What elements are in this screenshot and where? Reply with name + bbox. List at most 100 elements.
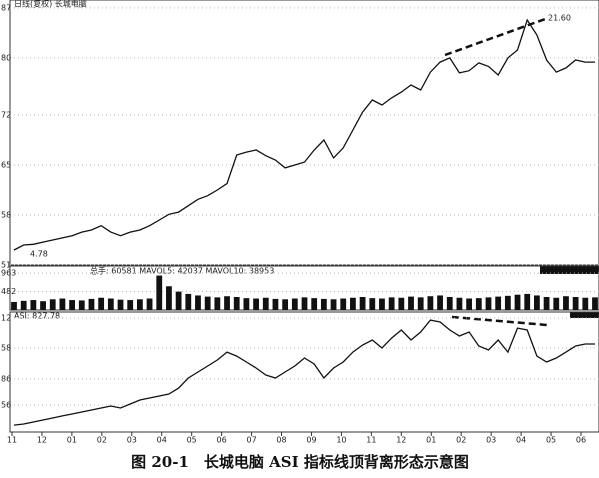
x-tick-label: 03 — [127, 436, 137, 445]
x-tick-label: 11 — [7, 436, 17, 445]
x-tick-label: 05 — [546, 436, 556, 445]
volume-bar — [175, 291, 182, 310]
x-tick-label: 06 — [576, 436, 586, 445]
volume-bar — [301, 297, 308, 310]
volume-bar — [11, 301, 17, 310]
volume-bar — [166, 286, 172, 310]
volume-bar — [514, 294, 521, 310]
volume-bar — [272, 298, 279, 310]
volume-bar — [311, 298, 318, 310]
volume-bar — [195, 295, 201, 310]
x-tick-label: 12 — [37, 436, 47, 445]
volume-bar — [456, 297, 463, 310]
volume-bar — [214, 297, 221, 310]
volume-bar — [340, 298, 347, 310]
legend-box — [570, 312, 599, 318]
volume-bar — [350, 297, 356, 310]
volume-bar — [398, 297, 405, 310]
volume-bar — [243, 298, 250, 310]
volume-bar — [107, 298, 114, 310]
volume-bar — [127, 300, 134, 310]
volume-bar — [282, 299, 289, 310]
annotation: 4.78 — [30, 250, 48, 259]
volume-bar — [417, 297, 424, 310]
chart-header: 日线(复权) 长城电脑 — [14, 0, 87, 9]
volume-bar — [204, 296, 211, 310]
divergence-line — [451, 315, 548, 327]
volume-bar — [233, 296, 240, 310]
volume-bar — [78, 300, 85, 310]
y-tick-label: 86 — [1, 374, 11, 383]
x-tick-label: 10 — [336, 436, 346, 445]
volume-bar — [330, 299, 337, 310]
volume-bar — [475, 298, 482, 310]
volume-bar — [592, 297, 598, 310]
legend-box — [540, 266, 599, 274]
x-tick-label: 09 — [306, 436, 316, 445]
volume-bar — [553, 297, 560, 310]
volume-bar — [40, 301, 46, 310]
volume-bar — [495, 296, 502, 310]
asi-header: ASI: 827.78 — [14, 312, 60, 321]
volume-bar — [98, 297, 105, 310]
volume-bar — [146, 298, 153, 310]
x-tick-label: 04 — [157, 436, 167, 445]
price-line — [13, 319, 595, 426]
volume-bar — [582, 297, 589, 310]
x-tick-label: 01 — [426, 436, 436, 445]
volume-bar — [253, 298, 259, 310]
annotation: 21.60 — [548, 14, 571, 23]
volume-bar — [524, 293, 531, 310]
x-tick-label: 02 — [456, 436, 466, 445]
volume-bar — [485, 297, 492, 310]
volume-bar — [572, 296, 579, 310]
volume-bar — [446, 296, 453, 310]
x-tick-label: 03 — [486, 436, 496, 445]
volume-bar — [427, 296, 434, 310]
volume-bar — [359, 296, 366, 310]
volume-bar — [20, 300, 27, 310]
y-tick-label: 58 — [1, 211, 11, 220]
x-tick-label: 07 — [246, 436, 256, 445]
volume-bar — [437, 295, 443, 310]
volume-bar — [30, 300, 37, 310]
volume-bar — [534, 295, 540, 310]
y-tick-label: 65 — [1, 161, 11, 170]
volume-bar — [262, 297, 269, 310]
volume-bar — [224, 296, 230, 310]
x-tick-label: 02 — [97, 436, 107, 445]
volume-bar — [379, 298, 385, 310]
volume-bar — [320, 298, 327, 310]
y-tick-label: 72 — [1, 111, 11, 120]
y-tick-label: 12 — [1, 314, 11, 323]
y-tick-label: 80 — [1, 53, 11, 62]
volume-bar — [369, 298, 376, 310]
volume-bar — [291, 298, 298, 310]
y-tick-label: 56 — [1, 401, 11, 410]
volume-bar — [563, 296, 569, 310]
volume-bar — [466, 298, 473, 310]
y-tick-label: 58 — [1, 343, 11, 352]
x-tick-label: 04 — [516, 436, 526, 445]
panel-frame — [9, 0, 599, 266]
volume-bar — [117, 299, 124, 310]
y-tick-label: 87 — [1, 3, 11, 12]
price-line — [13, 18, 595, 251]
panel-frame — [9, 311, 599, 433]
volume-header: 总手: 60581 MAVOL5: 42037 MAVOL10: 38953 — [90, 266, 274, 276]
x-tick-label: 12 — [396, 436, 406, 445]
caption: 图 20-1 长城电脑 ASI 指标线顶背离形态示意图 — [131, 453, 469, 471]
volume-bar — [136, 299, 143, 310]
y-tick-label: 51 — [1, 261, 11, 270]
y-tick-label: 482 — [1, 287, 16, 296]
volume-bar — [388, 297, 395, 310]
volume-bar — [156, 275, 163, 310]
x-tick-label: 08 — [276, 436, 286, 445]
divergence-line — [444, 16, 549, 57]
volume-bar — [59, 298, 66, 310]
volume-bar — [504, 295, 511, 310]
x-tick-label: 05 — [187, 436, 197, 445]
volume-bar — [69, 300, 75, 310]
